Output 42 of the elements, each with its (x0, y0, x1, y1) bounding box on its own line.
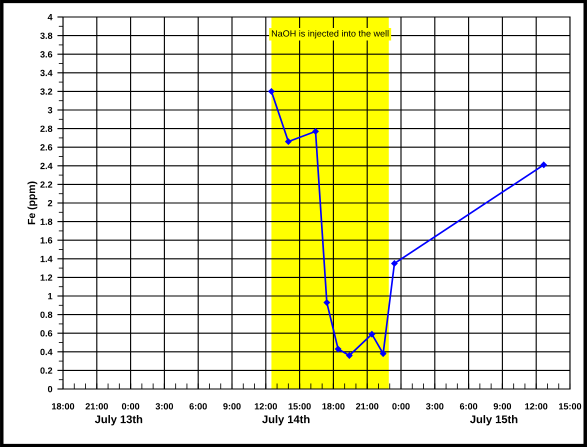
y-tick-label: 4 (48, 14, 53, 20)
y-tick-label: 3.6 (40, 51, 52, 58)
y-axis-title: Fe (ppm) (28, 182, 38, 224)
band-label: NaOH is injected into the well (272, 30, 388, 38)
text: July 13th (94, 415, 142, 426)
y-tick-label: 0.2 (40, 367, 52, 374)
y-tick-label: 0 (48, 386, 52, 392)
x-tick-label: 18:00 (322, 403, 345, 410)
y-tick-label: 1.2 (40, 274, 52, 281)
y-tick-label: 2.6 (40, 144, 52, 151)
y-tick-label: 1.8 (40, 218, 52, 225)
x-tick-label: 9:00 (494, 403, 512, 410)
y-tick-label: 0.4 (40, 348, 53, 356)
y-tick-label: 2.8 (40, 126, 52, 132)
x-tick-label: 9:00 (223, 403, 241, 410)
x-tick-label: 0:00 (122, 403, 140, 410)
y-tick-label: 3.4 (40, 70, 53, 76)
x-tick-label: 12:00 (525, 403, 548, 410)
x-tick-label: 21:00 (86, 403, 108, 410)
y-tick-label: 3.2 (40, 88, 52, 95)
y-tick-label: 1 (48, 293, 52, 300)
x-tick-label: 21:00 (356, 403, 378, 410)
x-tick-label: 0:00 (392, 403, 410, 410)
x-tick-label: 12:00 (254, 403, 277, 410)
y-tick-label: 2 (48, 200, 52, 206)
y-tick-label: 2.2 (40, 181, 52, 188)
y-tick-label: 1.4 (40, 256, 53, 262)
y-tick-label: 3 (48, 106, 52, 114)
x-tick-label: 6:00 (460, 403, 478, 410)
x-tick-label: 6:00 (189, 403, 207, 410)
x-tick-label: 3:00 (156, 403, 174, 410)
y-tick-label: 3.8 (40, 32, 52, 39)
text: July 14th (262, 415, 310, 426)
x-tick-label: 18:00 (52, 403, 74, 410)
y-tick-label: 1.6 (40, 237, 52, 244)
x-tick-label: 3:00 (426, 403, 444, 410)
x-tick-label: 15:00 (559, 403, 582, 410)
y-tick-label: 0.8 (40, 312, 52, 318)
y-tick-label: 0.6 (40, 330, 52, 337)
x-tick-label: 15:00 (288, 403, 311, 410)
y-tick-label: 2.4 (40, 162, 53, 170)
text: July 15th (470, 415, 518, 426)
